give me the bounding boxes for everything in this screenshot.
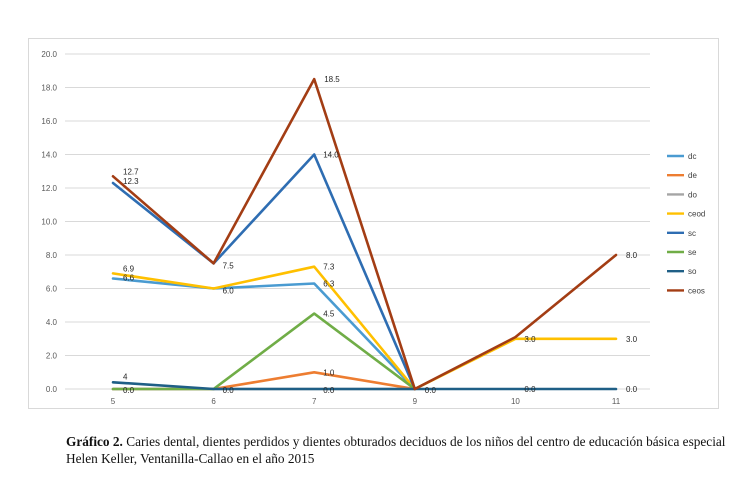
y-tick-label: 10.0 [41,218,57,227]
legend-label-dc: dc [688,152,696,161]
y-tick-label: 4.0 [46,318,58,327]
line-chart: 0.0 2.0 4.0 6.0 8.0 10.0 12.0 14.0 16.0 18.0 20.0 5… [41,50,705,406]
y-tick-label: 2.0 [46,352,58,361]
y-tick-label: 20.0 [41,50,57,59]
x-tick-label: 10 [511,397,520,406]
data-label: 0.0 [323,386,335,395]
caption-label: Gráfico 2. [66,434,123,449]
series-line-se [111,312,417,391]
data-label: 0.0 [223,386,235,395]
data-label: 6.0 [223,287,235,296]
data-label: 4.5 [323,310,335,319]
x-tick-label: 9 [413,397,418,406]
series-line-so [111,381,618,391]
y-tick-label: 18.0 [41,84,57,93]
series-line-ceos [111,77,618,391]
caption-text: Caries dental, dientes perdidos y diente… [66,434,726,466]
data-label: 12.7 [123,167,139,176]
data-label: 0.0 [524,385,536,394]
data-label: 6.6 [123,273,135,282]
data-label: 3.0 [524,335,536,344]
data-label: 8.0 [626,251,638,260]
data-label: 0.0 [425,386,437,395]
legend-label-ceos: ceos [688,286,705,295]
data-label: 18.5 [324,75,340,84]
data-label: 6.9 [123,264,135,273]
x-tick-label: 6 [211,397,216,406]
data-label: 14.0 [323,151,339,160]
data-label: 6.3 [323,279,335,288]
data-label: 7.5 [223,261,235,270]
legend-label-de: de [688,171,697,180]
data-label: 3.0 [626,335,638,344]
data-label: 1.0 [323,368,335,377]
y-tick-label: 16.0 [41,117,57,126]
figure-caption: Gráfico 2. Caries dental, dientes perdid… [66,433,736,467]
data-label: 0.0 [123,386,135,395]
y-tick-label: 6.0 [46,285,58,294]
data-label: 4 [123,372,128,381]
x-tick-label: 11 [612,397,621,406]
series-line-ceod [111,265,618,391]
legend-label-sc: sc [688,229,696,238]
y-tick-label: 14.0 [41,151,57,160]
y-tick-label: 0.0 [46,385,58,394]
y-tick-label: 12.0 [41,184,57,193]
legend-label-ceod: ceod [688,210,705,219]
series-line-sc [111,153,417,391]
x-tick-label: 5 [111,397,116,406]
data-label: 0.0 [626,385,638,394]
legend-label-do: do [688,190,697,199]
data-label: 7.3 [323,263,335,272]
y-tick-label: 8.0 [46,251,58,260]
series-line-dc [111,277,417,391]
legend-label-se: se [688,248,697,257]
legend-label-so: so [688,267,697,276]
x-tick-label: 7 [312,397,317,406]
data-label: 12.3 [123,177,139,186]
